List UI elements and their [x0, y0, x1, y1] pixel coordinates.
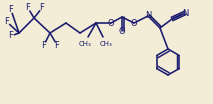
Text: F: F [4, 17, 9, 27]
Text: F: F [42, 40, 46, 50]
Text: O: O [119, 27, 125, 35]
Text: F: F [9, 6, 13, 14]
Text: F: F [55, 40, 59, 50]
Text: O: O [131, 19, 137, 27]
Text: CH₃: CH₃ [79, 41, 91, 47]
Text: F: F [9, 32, 13, 40]
Text: F: F [40, 4, 45, 12]
Text: F: F [26, 4, 30, 12]
Text: N: N [145, 12, 151, 20]
Text: CH₃: CH₃ [100, 41, 112, 47]
Text: N: N [182, 9, 188, 17]
Text: O: O [108, 19, 114, 27]
